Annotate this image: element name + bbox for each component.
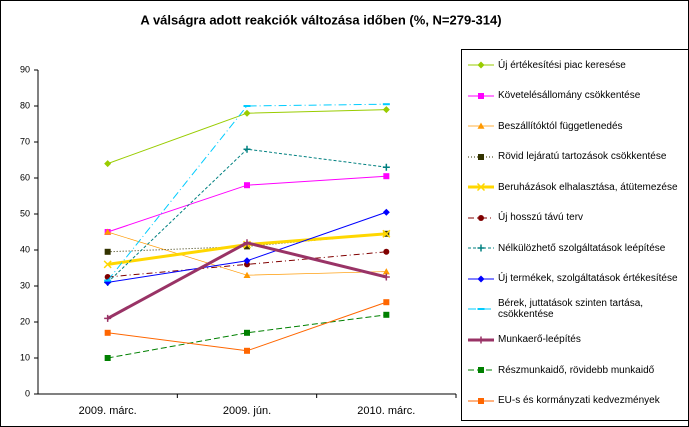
legend-label: Beszállítóktól függetlenedés — [498, 120, 623, 132]
series-line — [107, 103, 387, 281]
legend-label: Részmunkaidő, rövidebb munkaidő — [498, 364, 655, 376]
legend-swatch — [468, 122, 494, 130]
legend-swatch — [468, 336, 494, 344]
marker — [477, 61, 485, 69]
marker — [383, 311, 390, 318]
legend-swatch — [468, 367, 494, 374]
x-tick-label: 2010. márc. — [357, 405, 415, 417]
marker — [382, 268, 390, 275]
marker — [478, 397, 484, 404]
legend-item: EU-s és kormányzati kedvezmények — [462, 386, 688, 417]
legend-label: Új értékesítési piac keresése — [498, 59, 626, 71]
marker — [382, 273, 390, 281]
y-tick-label: 0 — [25, 388, 30, 398]
marker — [244, 347, 250, 354]
y-tick-label: 50 — [20, 208, 30, 218]
marker — [477, 122, 485, 130]
marker — [477, 244, 485, 252]
series-line — [107, 314, 387, 359]
legend: Új értékesítési piac keresése Követelésál… — [461, 49, 688, 421]
marker — [244, 261, 250, 268]
marker — [382, 106, 390, 114]
y-tick-label: 80 — [20, 100, 30, 110]
marker — [383, 299, 390, 306]
legend-item: Részmunkaidő, rövidebb munkaidő — [462, 355, 688, 386]
marker — [104, 314, 112, 322]
marker — [103, 260, 112, 269]
marker — [244, 243, 250, 250]
series-line — [107, 109, 387, 165]
legend-item: Új értékesítési piac keresése — [462, 50, 688, 81]
series-line — [106, 241, 387, 320]
legend-swatch — [468, 92, 494, 99]
legend-swatch — [468, 275, 494, 283]
marker — [244, 182, 250, 189]
legend-item: Beszállítóktól függetlenedés — [462, 111, 688, 142]
legend-label: Munkaerő-leépítés — [498, 334, 581, 346]
marker — [244, 329, 250, 336]
legend-label: Nélkülözhető szolgáltatások leépítése — [498, 242, 666, 254]
marker — [476, 183, 486, 192]
marker — [477, 336, 485, 344]
legend-label: EU-s és kormányzati kedvezmények — [498, 395, 660, 407]
legend-swatch — [468, 397, 494, 404]
legend-item: Nélkülözhető szolgáltatások leépítése — [462, 233, 688, 264]
legend-item: Beruházások elhalasztása, átütemezése — [462, 172, 688, 203]
legend-label: Új termékek, szolgáltatások értékesítése — [498, 273, 678, 285]
legend-item: Bérek, juttatások szinten tartása, csökk… — [462, 294, 688, 325]
legend-label: Bérek, juttatások szinten tartása, csökk… — [498, 298, 644, 321]
marker — [382, 163, 390, 171]
marker — [243, 109, 251, 117]
legend-item: Új termékek, szolgáltatások értékesítése — [462, 264, 688, 295]
y-tick-label: 70 — [20, 136, 30, 146]
legend-swatch — [468, 61, 494, 69]
marker — [477, 275, 485, 283]
marker — [243, 145, 251, 153]
marker — [478, 367, 484, 374]
marker — [382, 229, 391, 238]
marker — [104, 160, 112, 168]
y-tick-label: 60 — [20, 172, 30, 182]
y-tick-label: 90 — [20, 64, 30, 74]
legend-item: Rövid lejáratú tartozások csökkentése — [462, 142, 688, 173]
legend-item: Követelésállomány csökkentése — [462, 81, 688, 112]
x-tick-label: 2009. jún. — [223, 405, 271, 417]
x-tick-label: 2009. márc. — [79, 405, 137, 417]
legend-swatch — [468, 308, 494, 311]
y-tick-label: 10 — [20, 352, 30, 362]
legend-swatch — [468, 153, 494, 160]
marker — [104, 248, 111, 255]
marker — [104, 355, 111, 361]
legend-label: Követelésállomány csökkentése — [498, 90, 641, 102]
y-tick-label: 20 — [20, 316, 30, 326]
legend-swatch — [468, 214, 494, 221]
legend-item: Új hosszú távú terv — [462, 203, 688, 234]
marker — [243, 257, 251, 265]
marker — [104, 228, 112, 235]
legend-label: Beruházások elhalasztása, átütemezése — [498, 181, 678, 193]
y-tick-label: 40 — [20, 244, 30, 254]
marker — [383, 248, 390, 255]
marker — [478, 214, 484, 221]
marker — [478, 92, 484, 99]
legend-swatch — [468, 183, 494, 192]
marker — [243, 271, 251, 278]
marker — [382, 208, 390, 216]
legend-swatch — [468, 244, 494, 252]
marker — [383, 173, 390, 180]
marker — [478, 153, 484, 160]
marker — [243, 239, 251, 247]
legend-label: Új hosszú távú terv — [498, 212, 584, 224]
legend-label: Rövid lejáratú tartozások csökkentése — [498, 151, 667, 163]
y-tick-label: 30 — [20, 280, 30, 290]
chart-title: A válságra adott reakciók változása időb… — [140, 12, 501, 27]
series-line — [107, 301, 387, 352]
legend-item: Munkaerő-leépítés — [462, 325, 688, 356]
marker — [104, 329, 111, 336]
